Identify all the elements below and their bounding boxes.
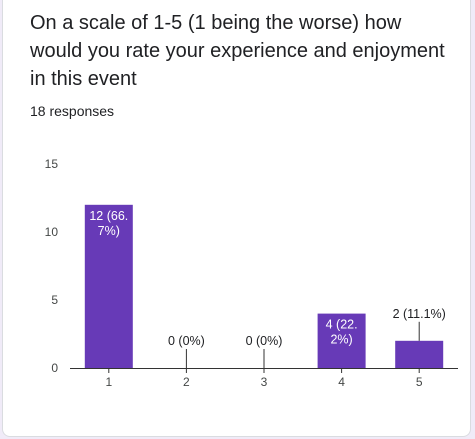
- data-label: 12 (66. 7%): [89, 209, 128, 238]
- y-tick-label: 0: [51, 361, 58, 375]
- x-tick-label: 4: [338, 375, 345, 389]
- x-tick-label: 1: [105, 375, 112, 389]
- data-label: 0 (0%): [168, 334, 205, 348]
- bar-4: [317, 313, 366, 368]
- x-tick-label: 5: [416, 375, 423, 389]
- x-tick-label: 3: [261, 375, 268, 389]
- y-tick-label: 10: [45, 225, 59, 239]
- data-label: 0 (0%): [246, 334, 283, 348]
- question-title: On a scale of 1-5 (1 being the worse) ho…: [30, 12, 445, 90]
- bar-5: [395, 340, 444, 368]
- y-tick-label: 15: [45, 157, 59, 171]
- data-label: 2 (11.1%): [393, 307, 446, 321]
- response-count: 18 responses: [30, 103, 115, 119]
- x-tick-label: 2: [183, 375, 190, 389]
- data-label: 4 (22. 2%): [326, 318, 358, 347]
- bar-1: [84, 204, 133, 368]
- y-tick-label: 5: [51, 293, 58, 307]
